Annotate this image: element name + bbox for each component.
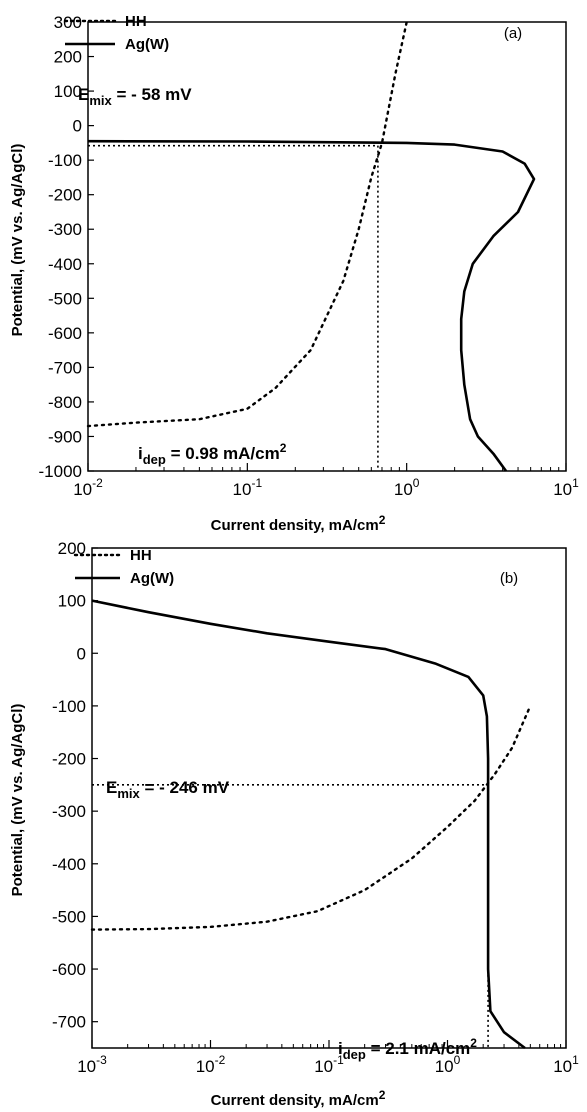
series-line-agw <box>91 599 526 1050</box>
series-line-hh <box>86 20 408 428</box>
legend-label-hh-a: HH <box>125 13 147 30</box>
plot-frame-b <box>91 547 567 1049</box>
y-tick-label: 100 <box>58 592 86 611</box>
chart-panel-a: 300 200 100 0 -100 -200 -300 -400 -500 -600 -700 -8… <box>9 13 579 534</box>
y-tick-label: -300 <box>48 220 82 239</box>
x-tick-label: 101 <box>553 1053 579 1076</box>
y-tick-label: -100 <box>48 151 82 170</box>
y-tick-label: -600 <box>48 324 82 343</box>
x-tick-label: 10-2 <box>73 476 103 499</box>
y-tick-label: -300 <box>52 802 86 821</box>
y-axis-b: 200 100 0 -100 -200 -300 -400 -500 -600 -700 <box>52 539 98 1032</box>
y-tick-label: 200 <box>54 48 82 67</box>
series-layer-a <box>86 20 536 472</box>
plot-frame-a <box>87 21 567 472</box>
y-tick-label: -400 <box>52 855 86 874</box>
x-axis-a: 10-2 10-1 100 101 <box>73 463 579 499</box>
emix-annotation-a: Emix = - 58 mV <box>78 85 192 108</box>
x-tick-label: 10-3 <box>77 1053 107 1076</box>
x-tick-label: 10-1 <box>314 1053 344 1076</box>
y-tick-label: 200 <box>58 539 86 558</box>
series-line-hh <box>90 704 532 931</box>
y-tick-label: -500 <box>48 289 82 308</box>
idep-annotation-b: idep = 2.1 mA/cm2 <box>338 1036 477 1062</box>
x-tick-label: 10-1 <box>233 476 263 499</box>
y-tick-label: -700 <box>52 1013 86 1032</box>
y-axis-title-b: Potential, (mV vs. Ag/AgCl) <box>9 704 26 897</box>
y-axis-title-a: Potential, (mV vs. Ag/AgCl) <box>9 144 26 337</box>
y-tick-label: 0 <box>73 117 82 136</box>
y-tick-label: 0 <box>77 644 86 663</box>
series-layer-b <box>90 599 532 1050</box>
x-tick-label: 100 <box>435 1053 461 1076</box>
y-tick-label: -1000 <box>39 462 82 481</box>
x-tick-label: 101 <box>553 476 579 499</box>
legend-label-agw-a: Ag(W) <box>125 36 169 53</box>
idep-annotation-a: idep = 0.98 mA/cm2 <box>138 441 287 467</box>
y-tick-label: -800 <box>48 393 82 412</box>
x-axis-title-b: Current density, mA/cm2 <box>211 1088 386 1109</box>
y-tick-label: 300 <box>54 13 82 32</box>
guide-lines-a <box>88 144 379 471</box>
legend-label-agw-b: Ag(W) <box>130 570 174 587</box>
y-tick-label: -200 <box>48 186 82 205</box>
panel-label-a: (a) <box>504 25 522 42</box>
y-axis-a: 300 200 100 0 -100 -200 -300 -400 -500 -600 -700 -8… <box>39 13 94 481</box>
y-tick-label: 100 <box>54 82 82 101</box>
x-axis-title-a: Current density, mA/cm2 <box>211 513 386 534</box>
legend-label-hh-b: HH <box>130 547 152 564</box>
panel-label-b: (b) <box>500 570 518 587</box>
series-line-agw <box>87 139 536 472</box>
x-tick-label: 10-2 <box>196 1053 226 1076</box>
x-axis-b: 10-3 10-2 10-1 100 101 <box>77 1040 579 1076</box>
y-tick-label: -900 <box>48 427 82 446</box>
y-tick-label: -100 <box>52 697 86 716</box>
y-tick-label: -200 <box>52 750 86 769</box>
chart-panel-b: 200 100 0 -100 -200 -300 -400 -500 -600 -700 10-3… <box>9 539 579 1109</box>
emix-annotation-b: Emix = - 246 mV <box>106 778 230 801</box>
y-tick-label: -700 <box>48 358 82 377</box>
y-tick-label: -600 <box>52 960 86 979</box>
y-tick-label: -400 <box>48 255 82 274</box>
y-tick-label: -500 <box>52 907 86 926</box>
x-tick-label: 100 <box>394 476 420 499</box>
